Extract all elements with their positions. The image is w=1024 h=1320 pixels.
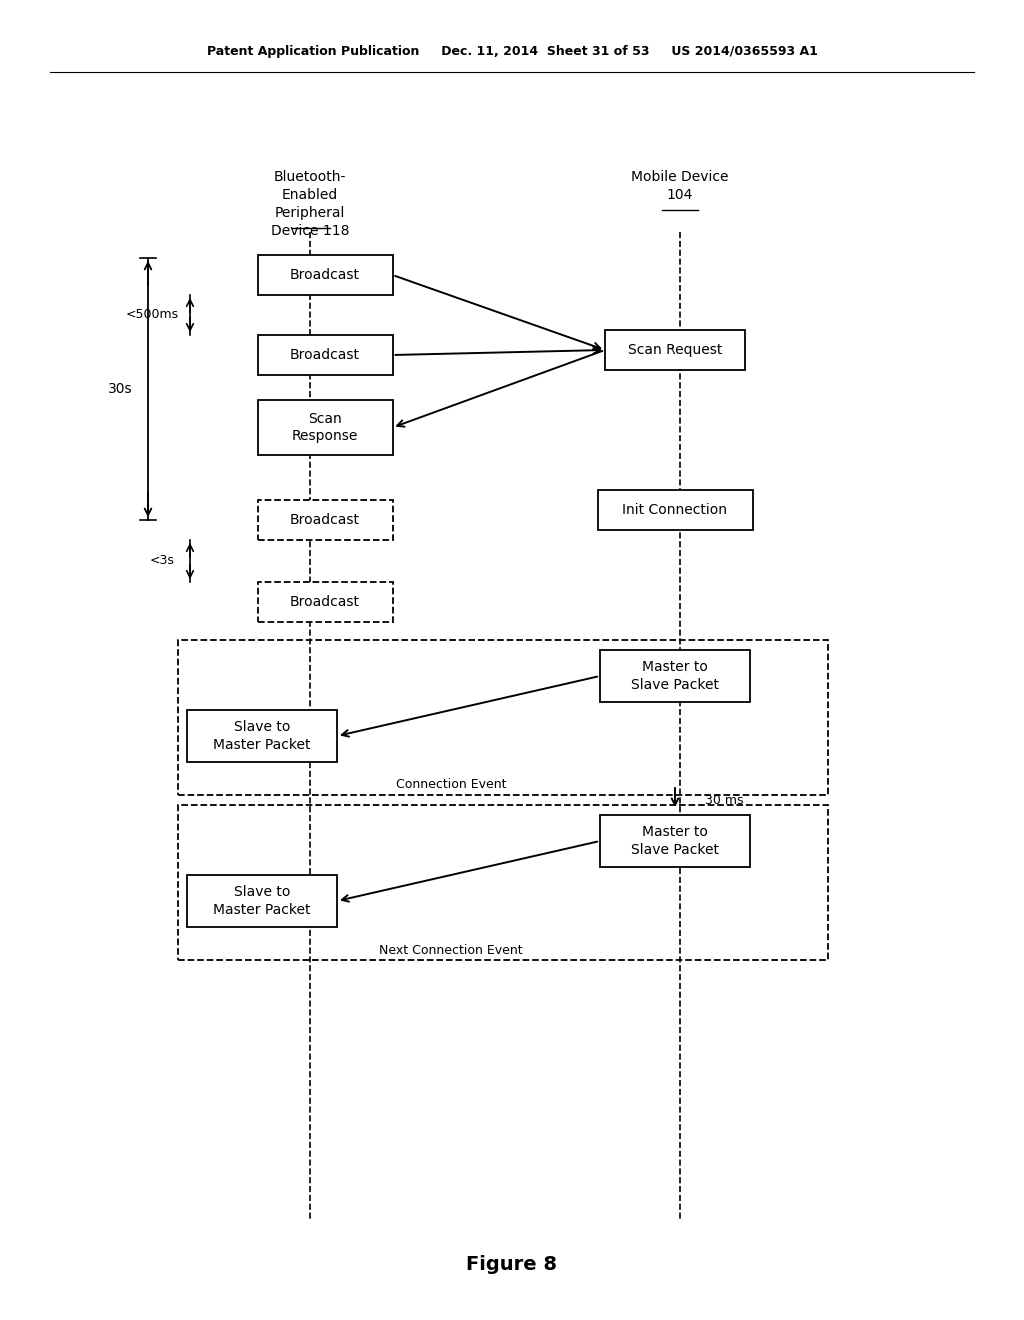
Text: Bluetooth-
Enabled
Peripheral
Device 118: Bluetooth- Enabled Peripheral Device 118: [270, 170, 349, 238]
Bar: [257, 335, 392, 375]
Bar: [597, 490, 753, 531]
Text: Broadcast: Broadcast: [290, 268, 360, 282]
Text: Scan Request: Scan Request: [628, 343, 722, 356]
Bar: [257, 255, 392, 294]
Text: Init Connection: Init Connection: [623, 503, 727, 517]
Text: <3s: <3s: [150, 554, 174, 568]
Bar: [257, 400, 392, 455]
Text: 30s: 30s: [108, 381, 132, 396]
Text: <500ms: <500ms: [125, 309, 178, 322]
Text: Broadcast: Broadcast: [290, 595, 360, 609]
Text: Next Connection Event: Next Connection Event: [379, 944, 523, 957]
Text: Connection Event: Connection Event: [395, 779, 506, 792]
Text: Broadcast: Broadcast: [290, 348, 360, 362]
Text: Master to
Slave Packet: Master to Slave Packet: [631, 660, 719, 692]
Bar: [605, 330, 745, 370]
Bar: [187, 710, 337, 762]
Bar: [178, 805, 828, 960]
Bar: [257, 582, 392, 622]
Text: Slave to
Master Packet: Slave to Master Packet: [213, 721, 310, 751]
Text: Patent Application Publication     Dec. 11, 2014  Sheet 31 of 53     US 2014/036: Patent Application Publication Dec. 11, …: [207, 45, 817, 58]
Text: Master to
Slave Packet: Master to Slave Packet: [631, 825, 719, 857]
Bar: [257, 500, 392, 540]
Text: Broadcast: Broadcast: [290, 513, 360, 527]
Text: Figure 8: Figure 8: [467, 1255, 557, 1275]
Bar: [600, 649, 750, 702]
Text: Scan
Response: Scan Response: [292, 412, 358, 444]
Bar: [178, 640, 828, 795]
Text: Mobile Device
104: Mobile Device 104: [631, 170, 729, 202]
Bar: [187, 875, 337, 927]
Text: 30 ms: 30 ms: [705, 793, 743, 807]
Bar: [600, 814, 750, 867]
Text: Slave to
Master Packet: Slave to Master Packet: [213, 886, 310, 916]
